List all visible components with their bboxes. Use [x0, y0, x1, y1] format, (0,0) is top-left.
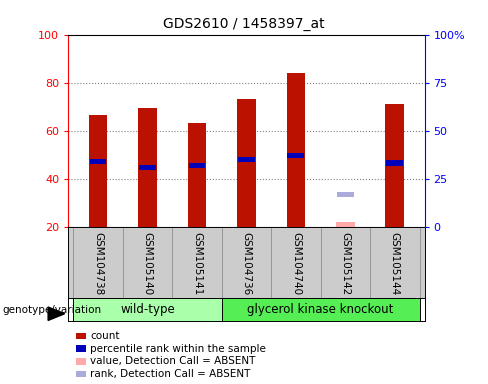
Bar [188, 163, 205, 168]
Text: GDS2610 / 1458397_at: GDS2610 / 1458397_at [163, 17, 325, 31]
Bar [336, 222, 355, 227]
Bar [386, 161, 404, 166]
Text: GSM104740: GSM104740 [291, 232, 301, 295]
Text: GSM105140: GSM105140 [142, 232, 152, 295]
Bar [89, 115, 107, 227]
Bar [187, 123, 206, 227]
Text: value, Detection Call = ABSENT: value, Detection Call = ABSENT [90, 356, 256, 366]
Text: count: count [90, 331, 120, 341]
Text: GSM105141: GSM105141 [192, 232, 202, 296]
Text: rank, Detection Call = ABSENT: rank, Detection Call = ABSENT [90, 369, 251, 379]
Text: GSM105144: GSM105144 [390, 232, 400, 296]
Text: GSM104736: GSM104736 [242, 232, 251, 296]
Text: GSM104738: GSM104738 [93, 232, 103, 296]
Polygon shape [48, 307, 64, 320]
Bar [73, 298, 222, 321]
Bar [222, 298, 420, 321]
Bar [286, 73, 305, 227]
Bar [89, 159, 106, 164]
Bar [139, 165, 156, 170]
Text: glycerol kinase knockout: glycerol kinase knockout [247, 303, 394, 316]
Bar [138, 108, 157, 227]
Bar [237, 99, 256, 227]
Text: percentile rank within the sample: percentile rank within the sample [90, 344, 266, 354]
Text: genotype/variation: genotype/variation [2, 305, 102, 315]
Bar [238, 157, 255, 162]
Bar [386, 104, 404, 227]
Text: wild-type: wild-type [120, 303, 175, 316]
Bar [337, 192, 354, 197]
Bar [287, 153, 305, 159]
Text: GSM105142: GSM105142 [341, 232, 350, 296]
